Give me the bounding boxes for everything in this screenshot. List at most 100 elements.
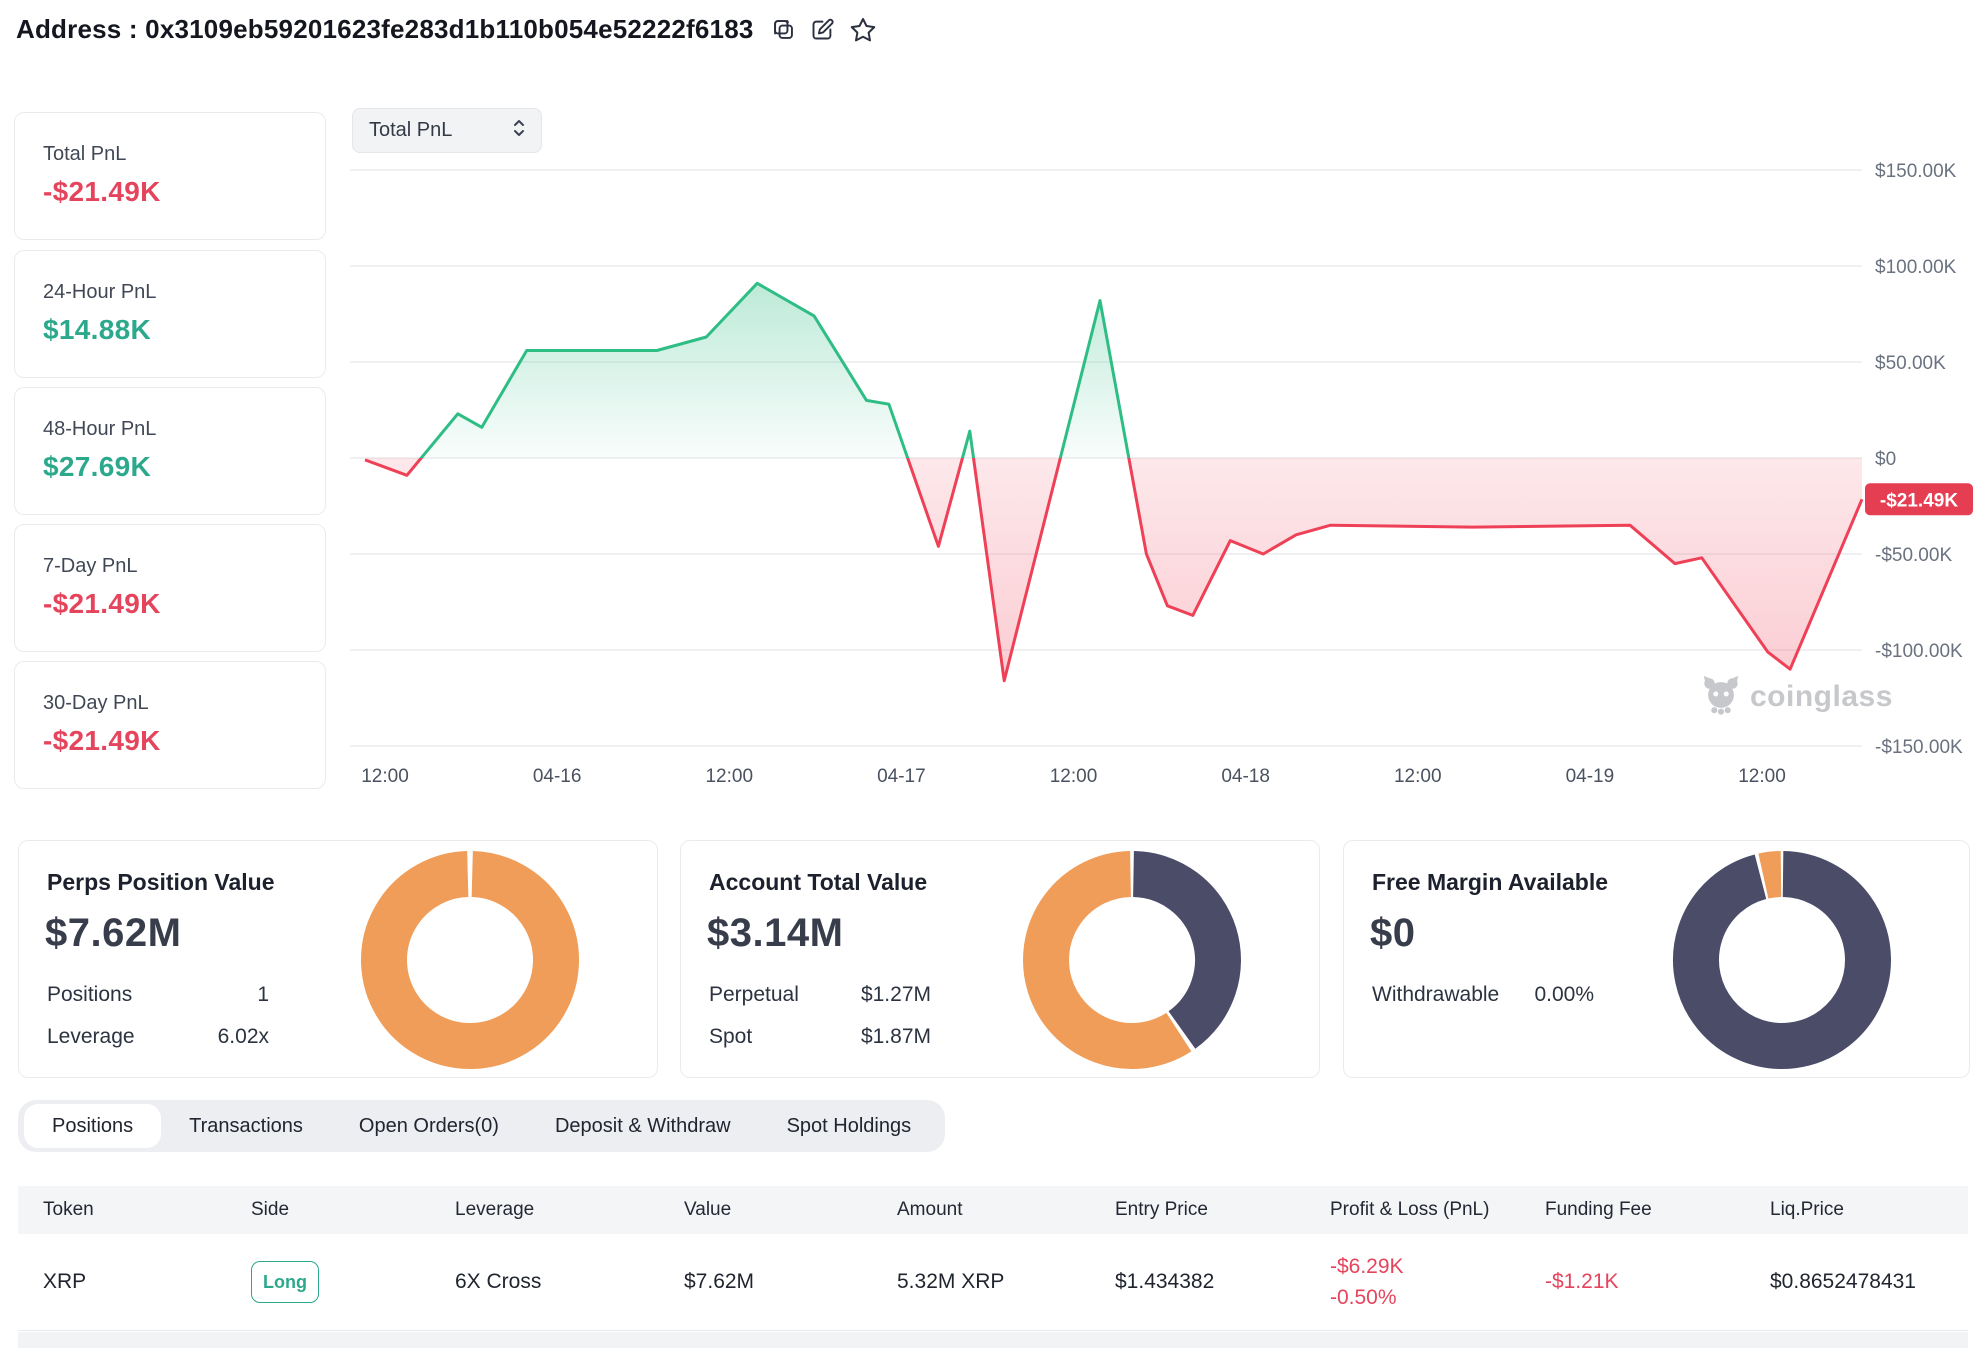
address-value: 0x3109eb59201623fe283d1b110b054e52222f61… (145, 14, 754, 44)
card-title: Free Margin Available (1372, 869, 1609, 895)
donut-segment-free (1758, 851, 1782, 899)
pnl-current-badge (1865, 483, 1973, 516)
total-pnl-card: Total PnL -$21.49K (14, 112, 326, 240)
col-token: Token (43, 1199, 94, 1220)
x-axis-tick: 04-16 (533, 766, 582, 787)
donut-segment-spot (1023, 851, 1192, 1069)
x-axis-tick: 12:00 (1738, 766, 1786, 787)
account-total-value-card: Account Total Value $3.14M Perpetual $1.2… (680, 840, 1320, 1078)
y-axis-tick: -$50.00K (1875, 545, 1952, 566)
card-value: $7.62M (45, 911, 182, 955)
row-label: Positions (47, 983, 133, 1006)
pnl-card-value: -$21.49K (43, 176, 161, 207)
pnl-48h-card: 48-Hour PnL $27.69K (14, 387, 326, 515)
donut-segment-used (1673, 851, 1891, 1069)
x-axis-tick: 12:00 (1394, 766, 1442, 787)
pnl-card-label: Total PnL (43, 143, 127, 165)
pnl-card-label: 30-Day PnL (43, 692, 149, 714)
donut-segment-perps (361, 851, 579, 1069)
cell-leverage: 6X Cross (455, 1270, 542, 1293)
row-value: 6.02x (217, 1025, 269, 1048)
col-pnl: Profit & Loss (PnL) (1330, 1199, 1490, 1220)
cell-funding-fee: -$1.21K (1545, 1270, 1619, 1293)
margin-donut-chart (1673, 851, 1891, 1069)
cell-value: $7.62M (684, 1270, 755, 1293)
chart-watermark: coinglass (1700, 672, 1893, 721)
card-value: $3.14M (707, 911, 844, 955)
col-side: Side (251, 1199, 290, 1220)
card-rows: Withdrawable 0.00% (1372, 983, 1594, 1025)
pnl-card-value: $14.88K (43, 314, 151, 345)
account-donut-chart (1023, 851, 1241, 1069)
donut-segment-perpetual (1132, 851, 1241, 1049)
star-icon[interactable] (848, 15, 878, 45)
pnl-7d-card: 7-Day PnL -$21.49K (14, 524, 326, 652)
x-axis-tick: 04-19 (1566, 766, 1615, 787)
pnl-card-label: 48-Hour PnL (43, 418, 157, 440)
row-label: Withdrawable (1372, 983, 1500, 1006)
pnl-area-negative (365, 458, 1862, 681)
y-axis-tick: $100.00K (1875, 257, 1957, 278)
tab-open-orders[interactable]: Open Orders(0) (358, 1114, 499, 1137)
chart-metric-dropdown[interactable]: Total PnL (352, 108, 542, 153)
row-value: 1 (257, 983, 269, 1006)
col-amount: Amount (897, 1199, 963, 1220)
cell-pnl: -$6.29K -0.50% (1330, 1251, 1545, 1313)
pnl-card-value: -$21.49K (43, 725, 161, 756)
pnl-card-value: -$21.49K (43, 588, 161, 619)
row-value: $1.87M (860, 1025, 931, 1048)
cell-entry-price: $1.434382 (1115, 1270, 1215, 1293)
x-axis-tick: 12:00 (361, 766, 409, 787)
row-label: Perpetual (709, 983, 799, 1006)
pnl-area-chart[interactable]: $150.00K $100.00K $50.00K $0 -$50.00K -$100.0… (350, 120, 1986, 810)
card-title: Account Total Value (709, 869, 928, 895)
side-badge-long: Long (251, 1261, 319, 1303)
pnl-card-label: 7-Day PnL (43, 555, 138, 577)
tab-transactions[interactable]: Transactions (189, 1114, 303, 1137)
tab-deposit-withdraw[interactable]: Deposit & Withdraw (554, 1114, 731, 1137)
x-axis-tick: 04-18 (1221, 766, 1270, 787)
position-row-xrp[interactable]: XRP Long 6X Cross $7.62M 5.32M XRP $1.43… (18, 1234, 1968, 1331)
coinglass-bear-icon (1700, 672, 1742, 721)
chevron-updown-icon (511, 117, 527, 144)
address-actions (770, 15, 878, 45)
tab-spot-holdings[interactable]: Spot Holdings (786, 1114, 912, 1137)
row-value: $1.27M (860, 983, 931, 1006)
pnl-card-label: 24-Hour PnL (43, 281, 157, 303)
copy-icon[interactable] (770, 16, 797, 43)
page-title: Address : 0x3109eb59201623fe283d1b110b05… (16, 14, 754, 45)
free-margin-card: Free Margin Available $0 Withdrawable 0.0… (1343, 840, 1970, 1078)
row-label: Leverage (47, 1025, 135, 1048)
row-label: Spot (709, 1025, 753, 1048)
cell-token: XRP (43, 1270, 87, 1293)
pnl-card-value: $27.69K (43, 451, 151, 482)
y-axis-tick: -$100.00K (1875, 641, 1963, 662)
card-title: Perps Position Value (47, 869, 275, 895)
row-value: 0.00% (1534, 983, 1594, 1006)
pnl-24h-card: 24-Hour PnL $14.88K (14, 250, 326, 378)
next-row-partial-band (18, 1332, 1968, 1348)
tab-positions[interactable]: Positions (24, 1104, 162, 1148)
col-entry-price: Entry Price (1115, 1199, 1208, 1220)
col-leverage: Leverage (455, 1199, 535, 1220)
cell-liq-price: $0.8652478431 (1770, 1270, 1916, 1293)
x-axis-tick: 04-17 (877, 766, 926, 787)
positions-table-header: Token Side Leverage Value Amount Entry P… (18, 1186, 1968, 1234)
x-axis-tick: 12:00 (705, 766, 753, 787)
address-label: Address : (16, 14, 138, 44)
cell-amount: 5.32M XRP (897, 1270, 1005, 1293)
pnl-line-negative (364, 458, 1864, 683)
pnl-area-positive (365, 283, 1862, 458)
y-axis-tick: $150.00K (1875, 161, 1957, 182)
watermark-text: coinglass (1750, 679, 1893, 713)
card-rows: Positions 1 Leverage 6.02x (47, 983, 269, 1067)
card-value: $0 (1370, 911, 1416, 955)
y-axis-tick: $0 (1875, 449, 1896, 470)
chart-metric-selected: Total PnL (369, 119, 453, 141)
x-axis-tick: 12:00 (1050, 766, 1098, 787)
edit-icon[interactable] (809, 16, 836, 43)
pnl-line-positive (419, 281, 1131, 458)
col-value: Value (684, 1199, 732, 1220)
pnl-current-badge-label: -$21.49K (1880, 490, 1958, 511)
